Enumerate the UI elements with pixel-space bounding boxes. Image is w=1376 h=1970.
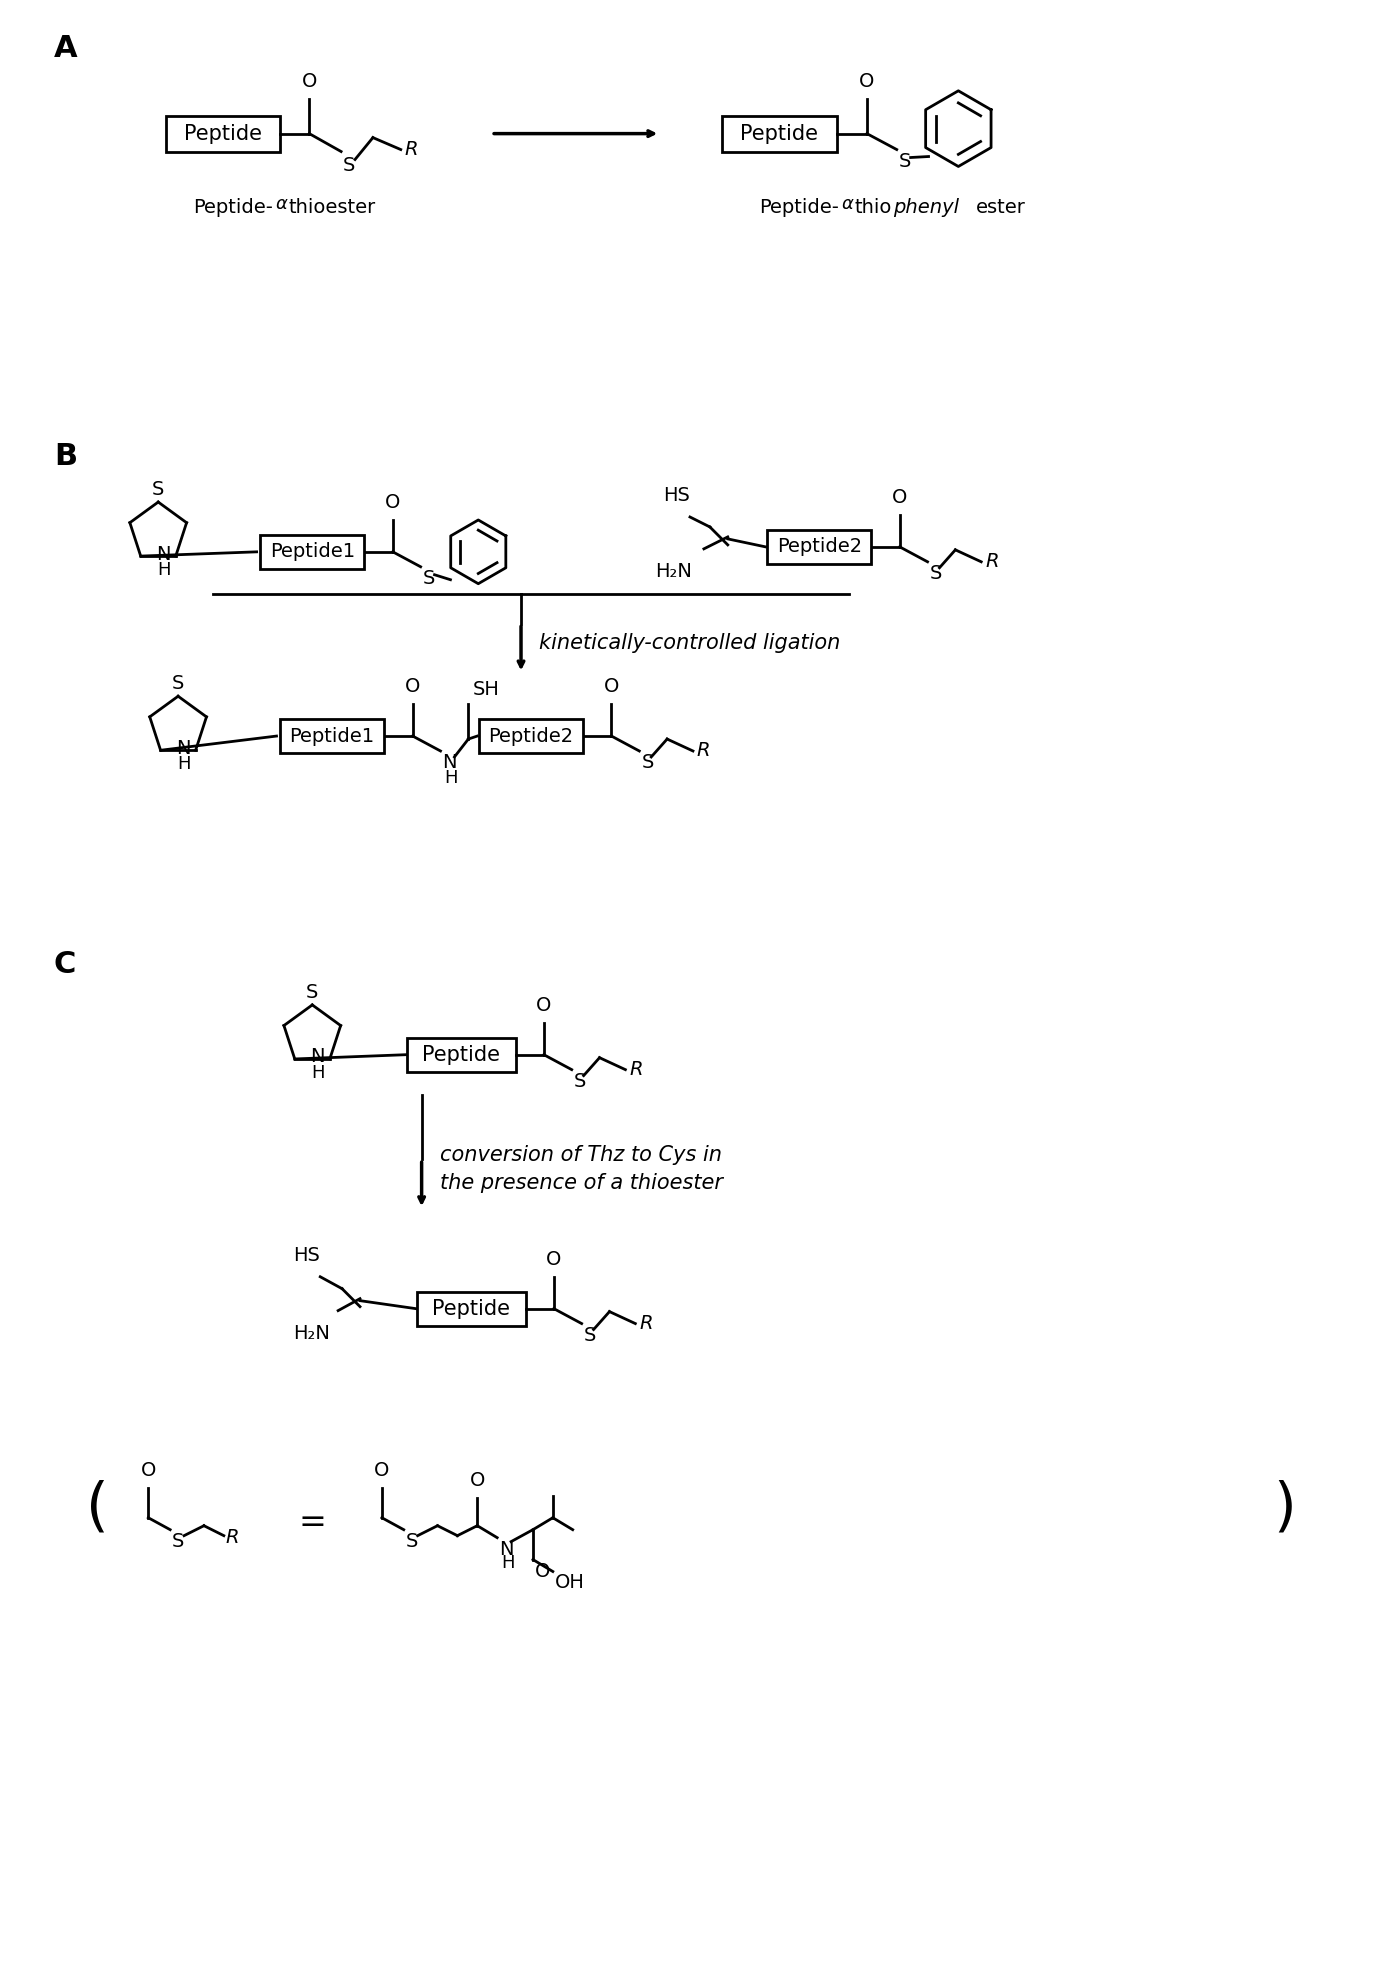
Text: Peptide: Peptide bbox=[740, 124, 819, 144]
Text: O: O bbox=[892, 489, 907, 506]
Text: S: S bbox=[172, 1533, 184, 1550]
Text: Peptide-: Peptide- bbox=[760, 199, 839, 217]
Text: O: O bbox=[535, 1562, 550, 1580]
Bar bbox=[722, 116, 837, 152]
Text: O: O bbox=[385, 492, 400, 512]
Text: SH: SH bbox=[472, 680, 499, 699]
Text: Peptide1: Peptide1 bbox=[289, 727, 374, 745]
Text: S: S bbox=[930, 563, 943, 583]
Text: Peptide: Peptide bbox=[422, 1044, 501, 1064]
Text: B: B bbox=[54, 443, 77, 471]
Text: Peptide2: Peptide2 bbox=[488, 727, 574, 745]
Text: S: S bbox=[422, 569, 435, 587]
Text: HS: HS bbox=[663, 487, 689, 504]
Text: phenyl: phenyl bbox=[893, 199, 959, 217]
Text: N: N bbox=[176, 739, 191, 758]
Text: O: O bbox=[140, 1462, 155, 1479]
Text: conversion of Thz to Cys in
the presence of a thioester: conversion of Thz to Cys in the presence… bbox=[439, 1145, 722, 1194]
Text: N: N bbox=[443, 753, 457, 772]
Text: R: R bbox=[985, 552, 999, 571]
Text: H: H bbox=[501, 1554, 515, 1572]
Bar bbox=[407, 1038, 516, 1072]
Text: HS: HS bbox=[293, 1245, 321, 1265]
Text: O: O bbox=[374, 1462, 389, 1479]
Bar bbox=[766, 530, 871, 563]
Text: thio: thio bbox=[854, 199, 893, 217]
Bar bbox=[279, 719, 384, 753]
Text: S: S bbox=[574, 1072, 586, 1091]
Text: S: S bbox=[641, 753, 654, 772]
Text: O: O bbox=[546, 1249, 561, 1269]
Text: H: H bbox=[311, 1064, 325, 1082]
Text: A: A bbox=[54, 33, 77, 63]
Text: S: S bbox=[151, 481, 164, 498]
Text: S: S bbox=[305, 983, 318, 1003]
Text: R: R bbox=[405, 140, 418, 160]
Text: Peptide: Peptide bbox=[432, 1298, 510, 1318]
Text: R: R bbox=[640, 1314, 652, 1334]
Text: C: C bbox=[54, 950, 76, 979]
Text: N: N bbox=[157, 544, 171, 563]
Text: ): ) bbox=[1274, 1479, 1296, 1537]
Bar bbox=[165, 116, 279, 152]
Text: Peptide1: Peptide1 bbox=[270, 542, 355, 561]
Text: O: O bbox=[405, 678, 420, 695]
Text: O: O bbox=[469, 1472, 484, 1489]
Bar bbox=[479, 719, 583, 753]
Text: OH: OH bbox=[555, 1574, 585, 1592]
Text: H: H bbox=[157, 561, 171, 579]
Text: O: O bbox=[859, 71, 875, 91]
Text: H: H bbox=[444, 768, 458, 786]
Text: R: R bbox=[226, 1529, 239, 1546]
Text: Peptide: Peptide bbox=[184, 124, 261, 144]
Text: H: H bbox=[178, 755, 191, 772]
Text: N: N bbox=[311, 1048, 325, 1066]
Text: S: S bbox=[899, 152, 911, 171]
Text: Peptide-: Peptide- bbox=[193, 199, 272, 217]
Text: N: N bbox=[499, 1541, 513, 1558]
Text: H₂N: H₂N bbox=[655, 561, 692, 581]
Text: S: S bbox=[583, 1326, 596, 1346]
Text: kinetically-controlled ligation: kinetically-controlled ligation bbox=[539, 634, 841, 654]
Text: R: R bbox=[698, 741, 710, 760]
Text: S: S bbox=[343, 156, 355, 175]
Text: $\alpha$: $\alpha$ bbox=[275, 195, 288, 213]
Text: O: O bbox=[301, 71, 316, 91]
Text: O: O bbox=[537, 997, 552, 1015]
Text: S: S bbox=[172, 674, 184, 693]
Text: ester: ester bbox=[976, 199, 1026, 217]
Text: H₂N: H₂N bbox=[293, 1324, 330, 1344]
Text: (: ( bbox=[85, 1479, 109, 1537]
Text: R: R bbox=[629, 1060, 643, 1080]
Text: S: S bbox=[406, 1533, 418, 1550]
Text: $\alpha$: $\alpha$ bbox=[841, 195, 854, 213]
Bar bbox=[417, 1292, 526, 1326]
Text: =: = bbox=[299, 1507, 326, 1539]
Bar bbox=[260, 536, 365, 569]
Text: Peptide2: Peptide2 bbox=[776, 538, 861, 556]
Text: thioester: thioester bbox=[289, 199, 376, 217]
Text: O: O bbox=[604, 678, 619, 695]
